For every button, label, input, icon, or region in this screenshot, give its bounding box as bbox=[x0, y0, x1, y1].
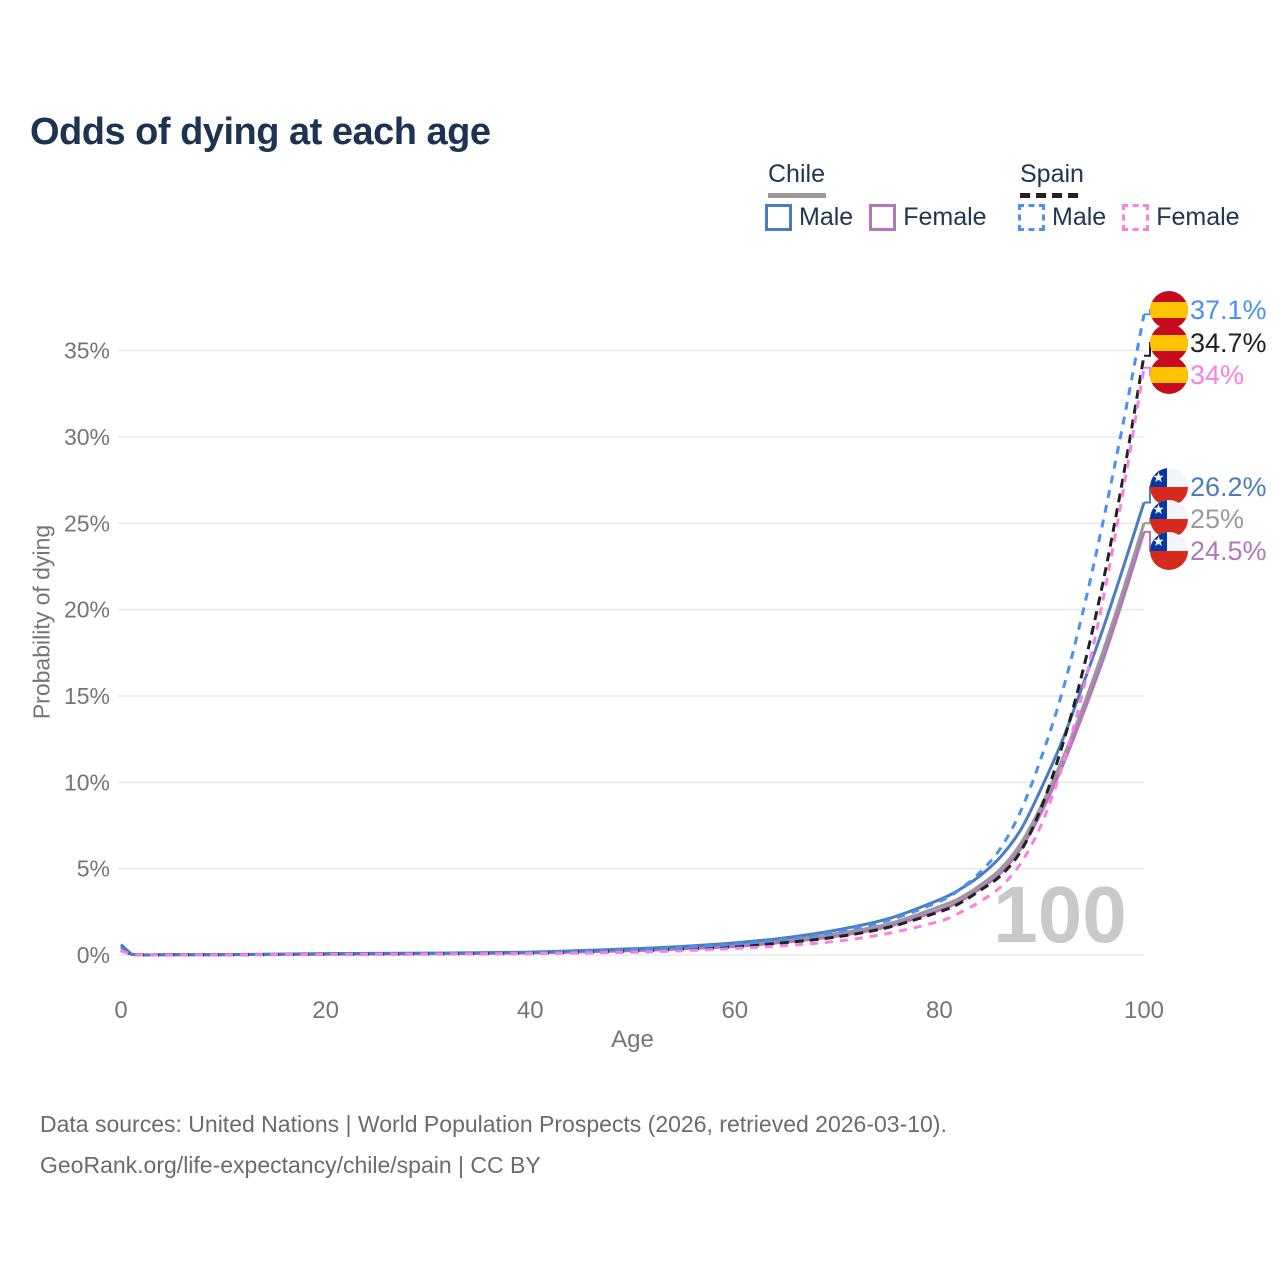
y-tick-label: 0% bbox=[77, 942, 110, 968]
footer-sources-line: Data sources: United Nations | World Pop… bbox=[40, 1111, 947, 1137]
y-tick-label: 10% bbox=[64, 769, 110, 795]
x-axis-title: Age bbox=[611, 1026, 654, 1053]
legend-item-chile-male[interactable]: Male bbox=[765, 203, 853, 232]
spain-flag-icon bbox=[1150, 291, 1188, 329]
legend-group-spain[interactable]: Spain bbox=[1020, 160, 1084, 188]
legend-item-spain-male[interactable]: Male bbox=[1018, 203, 1106, 232]
y-tick-label: 30% bbox=[64, 424, 110, 450]
spain-flag-icon bbox=[1150, 324, 1188, 362]
line-chile-male bbox=[119, 502, 1146, 957]
legend-label: Female bbox=[1156, 203, 1240, 231]
spain-line-style-swatch bbox=[1020, 193, 1078, 198]
footer: Data sources: United Nations | World Pop… bbox=[40, 1104, 947, 1186]
chile-flag-icon bbox=[1150, 500, 1188, 538]
line-chile-all bbox=[120, 522, 1146, 957]
chile-line-style-swatch bbox=[768, 193, 826, 198]
y-tick-label: 15% bbox=[64, 683, 110, 709]
end-label-value: 24.5% bbox=[1190, 536, 1267, 566]
line-spain-male bbox=[120, 314, 1146, 957]
legend-item-spain-female[interactable]: Female bbox=[1122, 203, 1240, 232]
end-label-value: 37.1% bbox=[1190, 295, 1267, 325]
spain-female-swatch-icon bbox=[1122, 204, 1150, 231]
y-axis-title: Probability of dying bbox=[28, 524, 55, 720]
chile-flag-icon bbox=[1150, 532, 1188, 570]
x-tick-label: 100 bbox=[1124, 997, 1164, 1024]
spain-flag-icon bbox=[1150, 356, 1188, 394]
x-tick-label: 40 bbox=[517, 997, 544, 1024]
legend-item-chile-female[interactable]: Female bbox=[869, 203, 987, 232]
y-tick-label: 35% bbox=[64, 338, 110, 364]
x-tick-label: 20 bbox=[312, 997, 339, 1024]
page-title: Odds of dying at each age bbox=[30, 111, 491, 154]
end-label-value: 26.2% bbox=[1190, 472, 1267, 502]
y-tick-label: 25% bbox=[64, 510, 110, 536]
footer-url-line: GeoRank.org/life-expectancy/chile/spain … bbox=[40, 1152, 541, 1178]
chile-flag-icon bbox=[1150, 468, 1188, 506]
line-chile-female bbox=[120, 531, 1146, 957]
y-tick-label: 20% bbox=[64, 597, 110, 623]
line-spain-female bbox=[120, 367, 1146, 957]
end-label-value: 25% bbox=[1190, 504, 1245, 534]
legend-label: Male bbox=[799, 203, 854, 231]
legend-label: Female bbox=[903, 203, 987, 231]
chile-male-swatch-icon bbox=[765, 204, 792, 231]
legend-label: Male bbox=[1052, 203, 1107, 231]
x-tick-label: 80 bbox=[926, 997, 953, 1024]
spain-male-swatch-icon bbox=[1018, 204, 1045, 231]
end-label-value: 34.7% bbox=[1190, 328, 1267, 358]
legend-group-chile[interactable]: Chile bbox=[768, 160, 825, 188]
x-tick-label: 60 bbox=[721, 997, 748, 1024]
age-watermark: 100 bbox=[993, 870, 1126, 959]
y-tick-label: 5% bbox=[77, 856, 110, 882]
chile-female-swatch-icon bbox=[869, 204, 897, 231]
x-tick-label: 0 bbox=[114, 997, 127, 1024]
end-label-value: 34% bbox=[1190, 360, 1245, 390]
